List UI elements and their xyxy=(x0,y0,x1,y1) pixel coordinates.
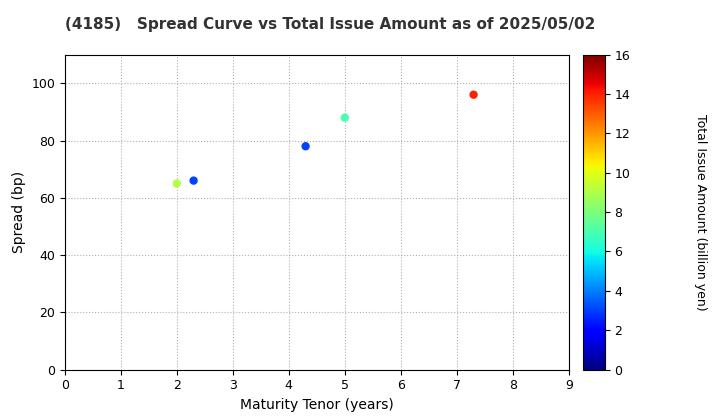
Text: (4185)   Spread Curve vs Total Issue Amount as of 2025/05/02: (4185) Spread Curve vs Total Issue Amoun… xyxy=(65,17,595,32)
Point xyxy=(300,143,311,150)
Y-axis label: Spread (bp): Spread (bp) xyxy=(12,171,26,253)
Y-axis label: Total Issue Amount (billion yen): Total Issue Amount (billion yen) xyxy=(694,114,707,310)
Point xyxy=(171,180,183,187)
X-axis label: Maturity Tenor (years): Maturity Tenor (years) xyxy=(240,398,394,412)
Point xyxy=(188,177,199,184)
Point xyxy=(468,91,480,98)
Point xyxy=(339,114,351,121)
